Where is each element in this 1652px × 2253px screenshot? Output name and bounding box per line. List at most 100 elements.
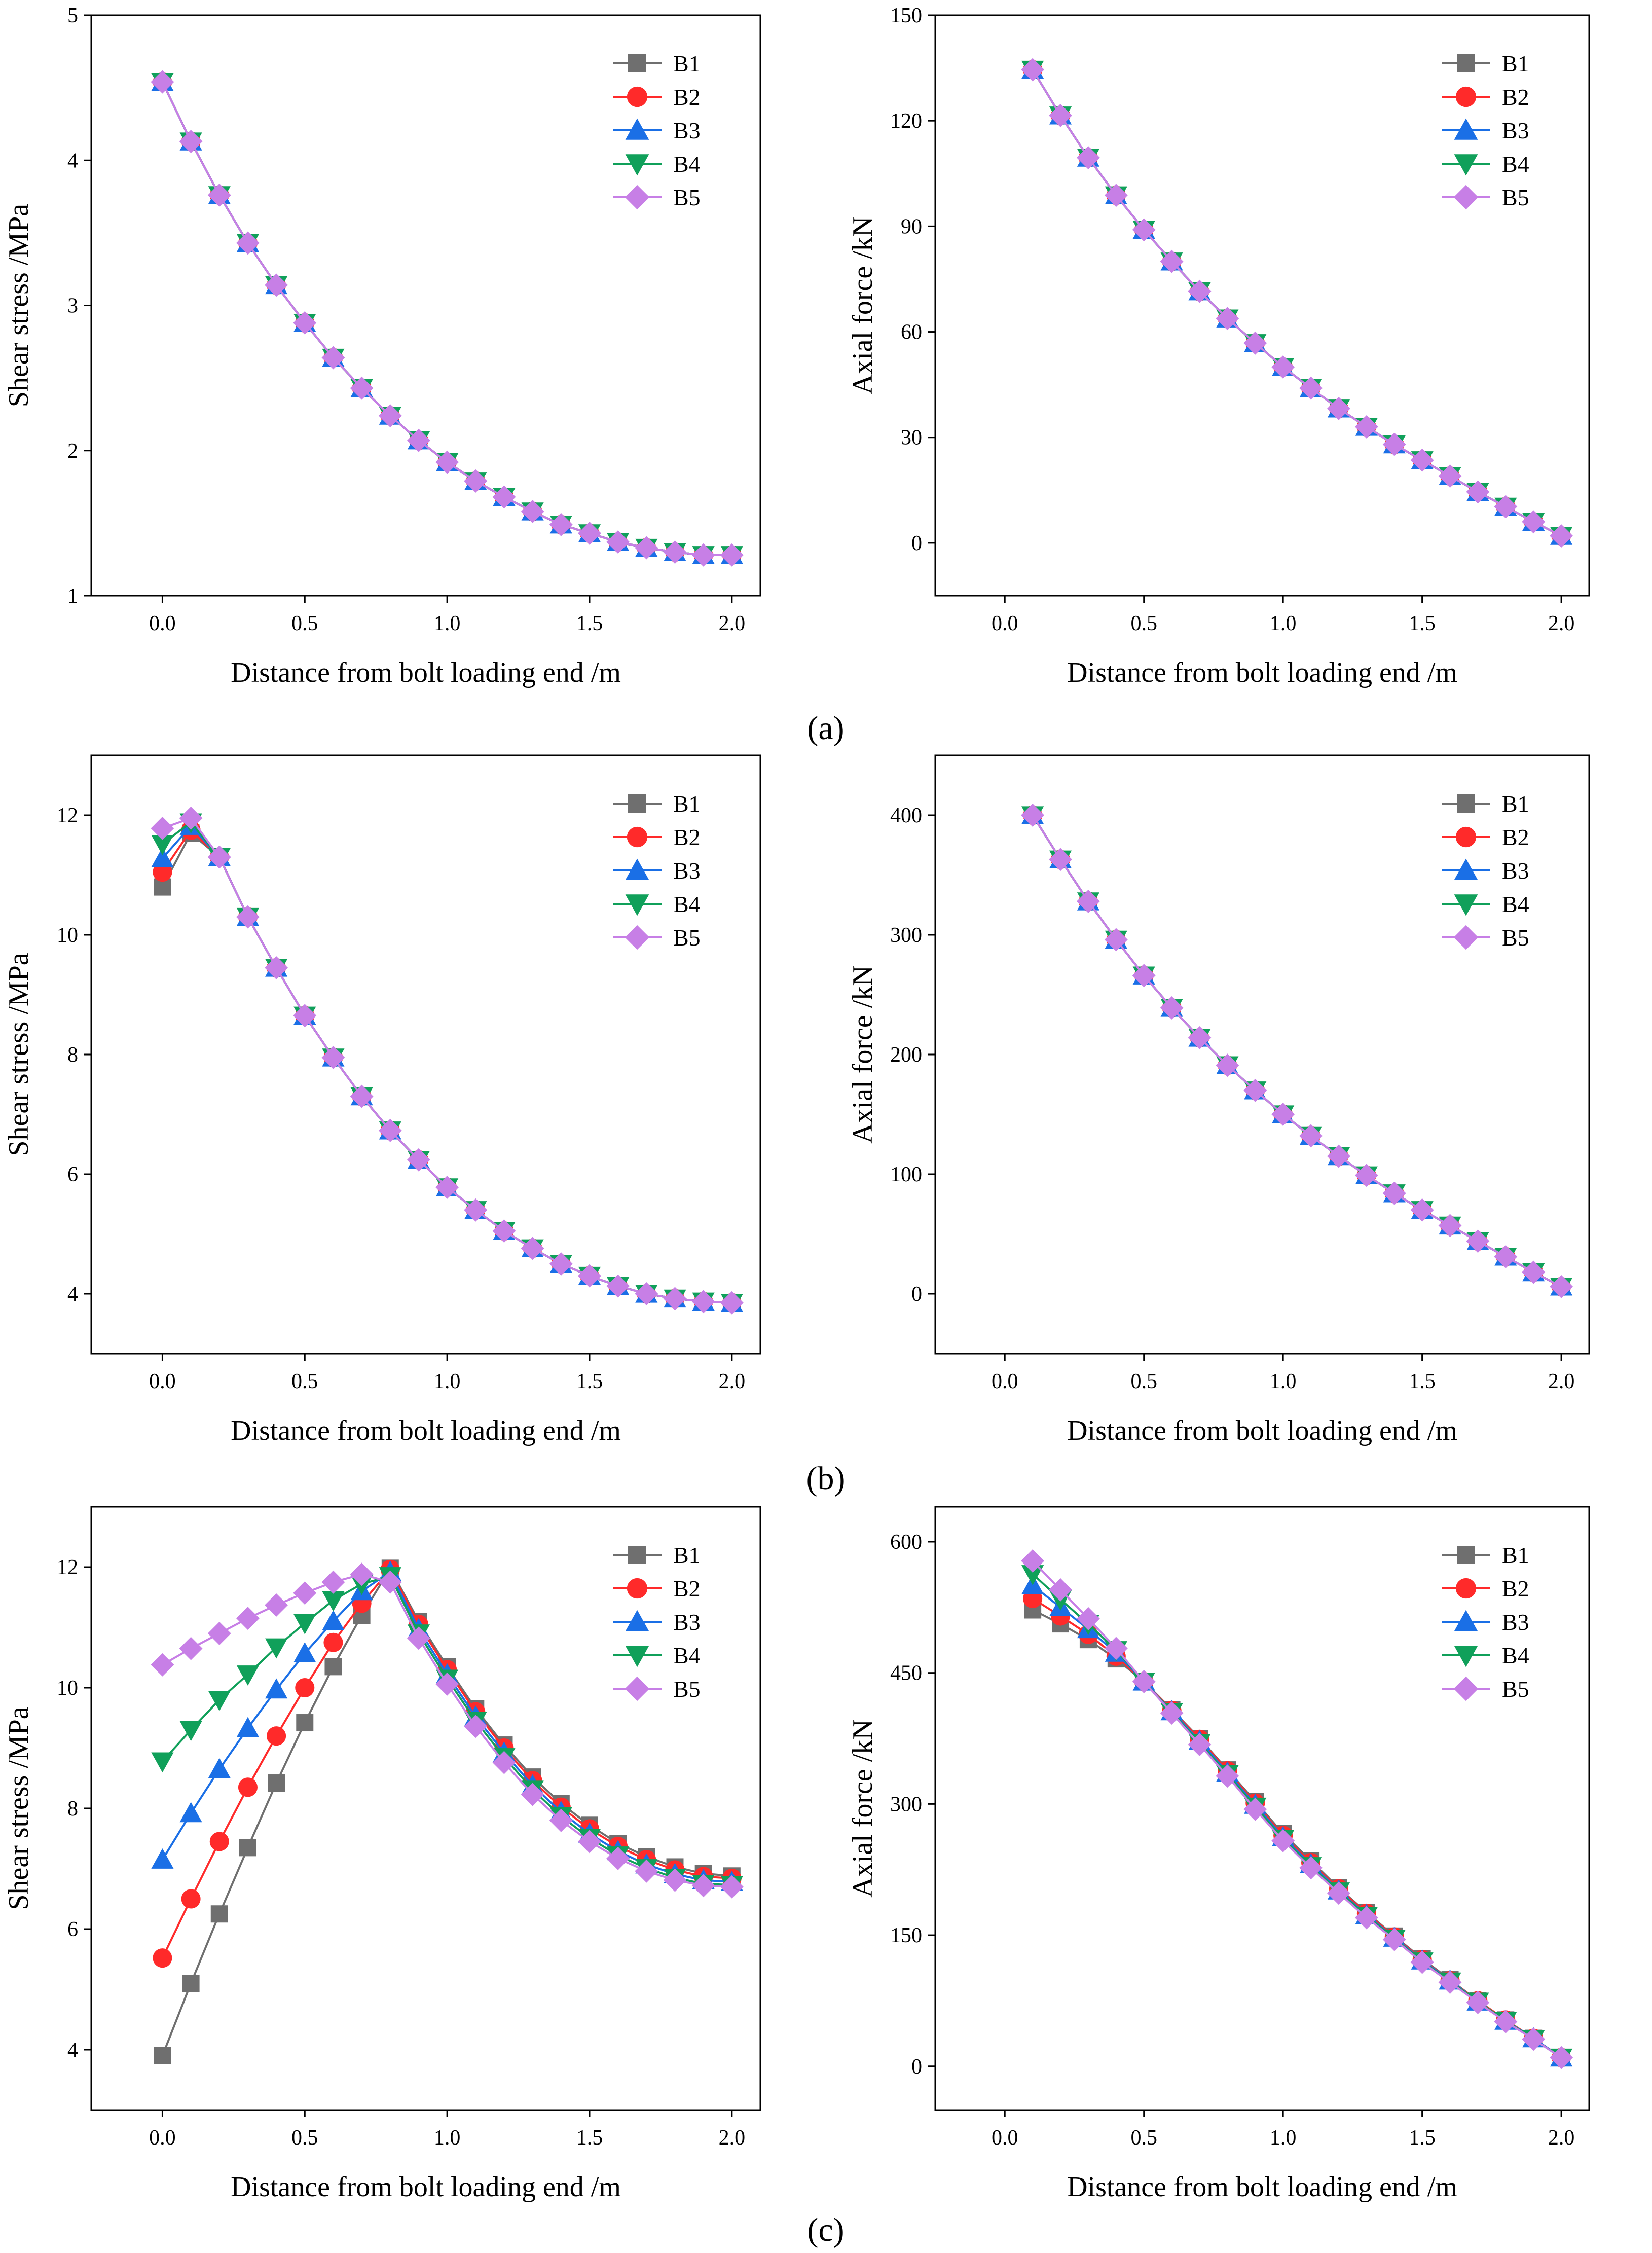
legend-marker-B1 — [1457, 1546, 1475, 1564]
y-tick-label: 1 — [67, 585, 78, 608]
data-point-B5 — [663, 540, 687, 564]
data-point-B1 — [324, 1658, 342, 1676]
data-point-B5 — [635, 1282, 658, 1305]
legend: B1 B2 B3 B4 B5 — [1442, 1542, 1529, 1702]
x-axis-title: Distance from bolt loading end /m — [1067, 657, 1457, 688]
series-line-B5 — [1032, 1560, 1562, 2059]
data-point-B5 — [350, 376, 374, 400]
legend-label-B1: B1 — [673, 1542, 701, 1568]
data-point-B5 — [691, 1290, 715, 1314]
legend-marker-B3 — [625, 1610, 649, 1631]
data-point-B1 — [182, 1975, 200, 1992]
data-point-B5 — [1327, 1881, 1350, 1905]
chart-a-axial: 0.0 0.5 1.0 1.5 2.0 0 30 60 90 120 150 Distance fro… — [847, 4, 1590, 688]
series-B5 — [1021, 1549, 1573, 2069]
legend-label-B5: B5 — [673, 185, 701, 210]
series-line-B2 — [1032, 69, 1562, 537]
y-tick-label: 200 — [890, 1043, 922, 1067]
y-tick-label: 6 — [67, 1918, 78, 1941]
x-tick-label: 1.0 — [1270, 1370, 1297, 1393]
y-tick-label: 4 — [67, 1283, 78, 1306]
panel-label-c: (c) — [807, 2211, 844, 2248]
series-line-B1 — [161, 1566, 732, 2056]
series-B2 — [1023, 1589, 1571, 2067]
legend-label-B4: B4 — [1502, 151, 1529, 177]
data-point-B3 — [151, 1848, 174, 1869]
series-line-B1 — [1032, 1609, 1562, 2059]
data-point-B5 — [1299, 1124, 1323, 1148]
data-point-B5 — [293, 1581, 317, 1605]
data-point-B5 — [691, 543, 715, 567]
data-point-B4 — [151, 834, 174, 855]
series-B5 — [151, 1562, 744, 1899]
series-line-B2 — [161, 81, 732, 556]
legend-label-B2: B2 — [673, 824, 701, 850]
legend-label-B2: B2 — [673, 84, 701, 110]
y-tick-label: 90 — [901, 215, 922, 238]
series-B1 — [154, 824, 741, 1312]
legend-label-B1: B1 — [673, 51, 701, 77]
data-point-B5 — [1160, 1701, 1184, 1725]
x-tick-label: 2.0 — [719, 1370, 746, 1393]
legend-label-B1: B1 — [1502, 51, 1529, 77]
data-point-B5 — [321, 1045, 345, 1069]
x-tick-label: 0.0 — [149, 2126, 176, 2150]
series-B2 — [153, 72, 742, 565]
plot-frame — [90, 14, 761, 597]
data-point-B1 — [239, 1839, 256, 1857]
legend: B1 B2 B3 B4 B5 — [613, 1542, 701, 1702]
data-point-B3 — [293, 1642, 316, 1662]
data-point-B5 — [207, 1621, 231, 1645]
legend-marker-B4 — [1454, 894, 1478, 916]
x-tick-label: 1.5 — [576, 612, 603, 635]
legend-marker-B1 — [628, 54, 646, 72]
y-tick-label: 4 — [67, 2039, 78, 2062]
plot-frame — [934, 1506, 1590, 2111]
data-point-B5 — [1494, 495, 1518, 519]
data-point-B5 — [350, 1562, 374, 1586]
legend-marker-B1 — [1457, 794, 1475, 813]
legend-marker-B5 — [1453, 925, 1479, 950]
series-B4 — [1021, 806, 1573, 1298]
data-point-B5 — [1243, 1797, 1267, 1821]
data-point-B4 — [151, 1752, 174, 1773]
data-point-B3 — [151, 847, 174, 867]
legend-marker-B4 — [625, 894, 649, 916]
plot-frame — [934, 14, 1590, 597]
series-B5 — [151, 70, 744, 567]
x-tick-label: 2.0 — [719, 612, 746, 635]
data-point-B5 — [1522, 2027, 1546, 2051]
y-axis-title: Axial force /kN — [847, 965, 878, 1143]
data-point-B5 — [635, 536, 658, 560]
data-point-B5 — [549, 1808, 573, 1832]
data-point-B5 — [464, 1715, 488, 1738]
legend-label-B3: B3 — [673, 118, 701, 143]
data-point-B5 — [179, 130, 203, 153]
data-point-B5 — [492, 1219, 516, 1243]
data-point-B5 — [293, 1004, 317, 1028]
data-point-B5 — [1327, 396, 1350, 420]
data-point-B5 — [1104, 184, 1128, 207]
series-line-B5 — [162, 817, 732, 1304]
legend-label-B3: B3 — [1502, 858, 1529, 884]
y-tick-label: 0 — [911, 1283, 922, 1306]
data-point-B5 — [1132, 1669, 1156, 1693]
panel-label-a: (a) — [807, 710, 844, 747]
x-axis-title: Distance from bolt loading end /m — [231, 1415, 621, 1446]
y-tick-label: 450 — [890, 1662, 922, 1685]
legend-label-B2: B2 — [1502, 824, 1529, 850]
data-point-B5 — [236, 231, 260, 255]
legend-marker-B5 — [625, 925, 650, 950]
legend-label-B2: B2 — [1502, 84, 1529, 110]
data-point-B5 — [321, 1570, 345, 1594]
data-point-B5 — [521, 1783, 544, 1806]
data-point-B5 — [1243, 1078, 1267, 1102]
series-line-B4 — [1032, 69, 1562, 537]
data-point-B5 — [1271, 1829, 1295, 1852]
data-point-B5 — [321, 346, 345, 370]
data-point-B5 — [1466, 1229, 1490, 1253]
data-point-B5 — [1466, 1990, 1490, 2014]
legend-label-B5: B5 — [1502, 185, 1529, 210]
data-point-B5 — [378, 404, 402, 427]
